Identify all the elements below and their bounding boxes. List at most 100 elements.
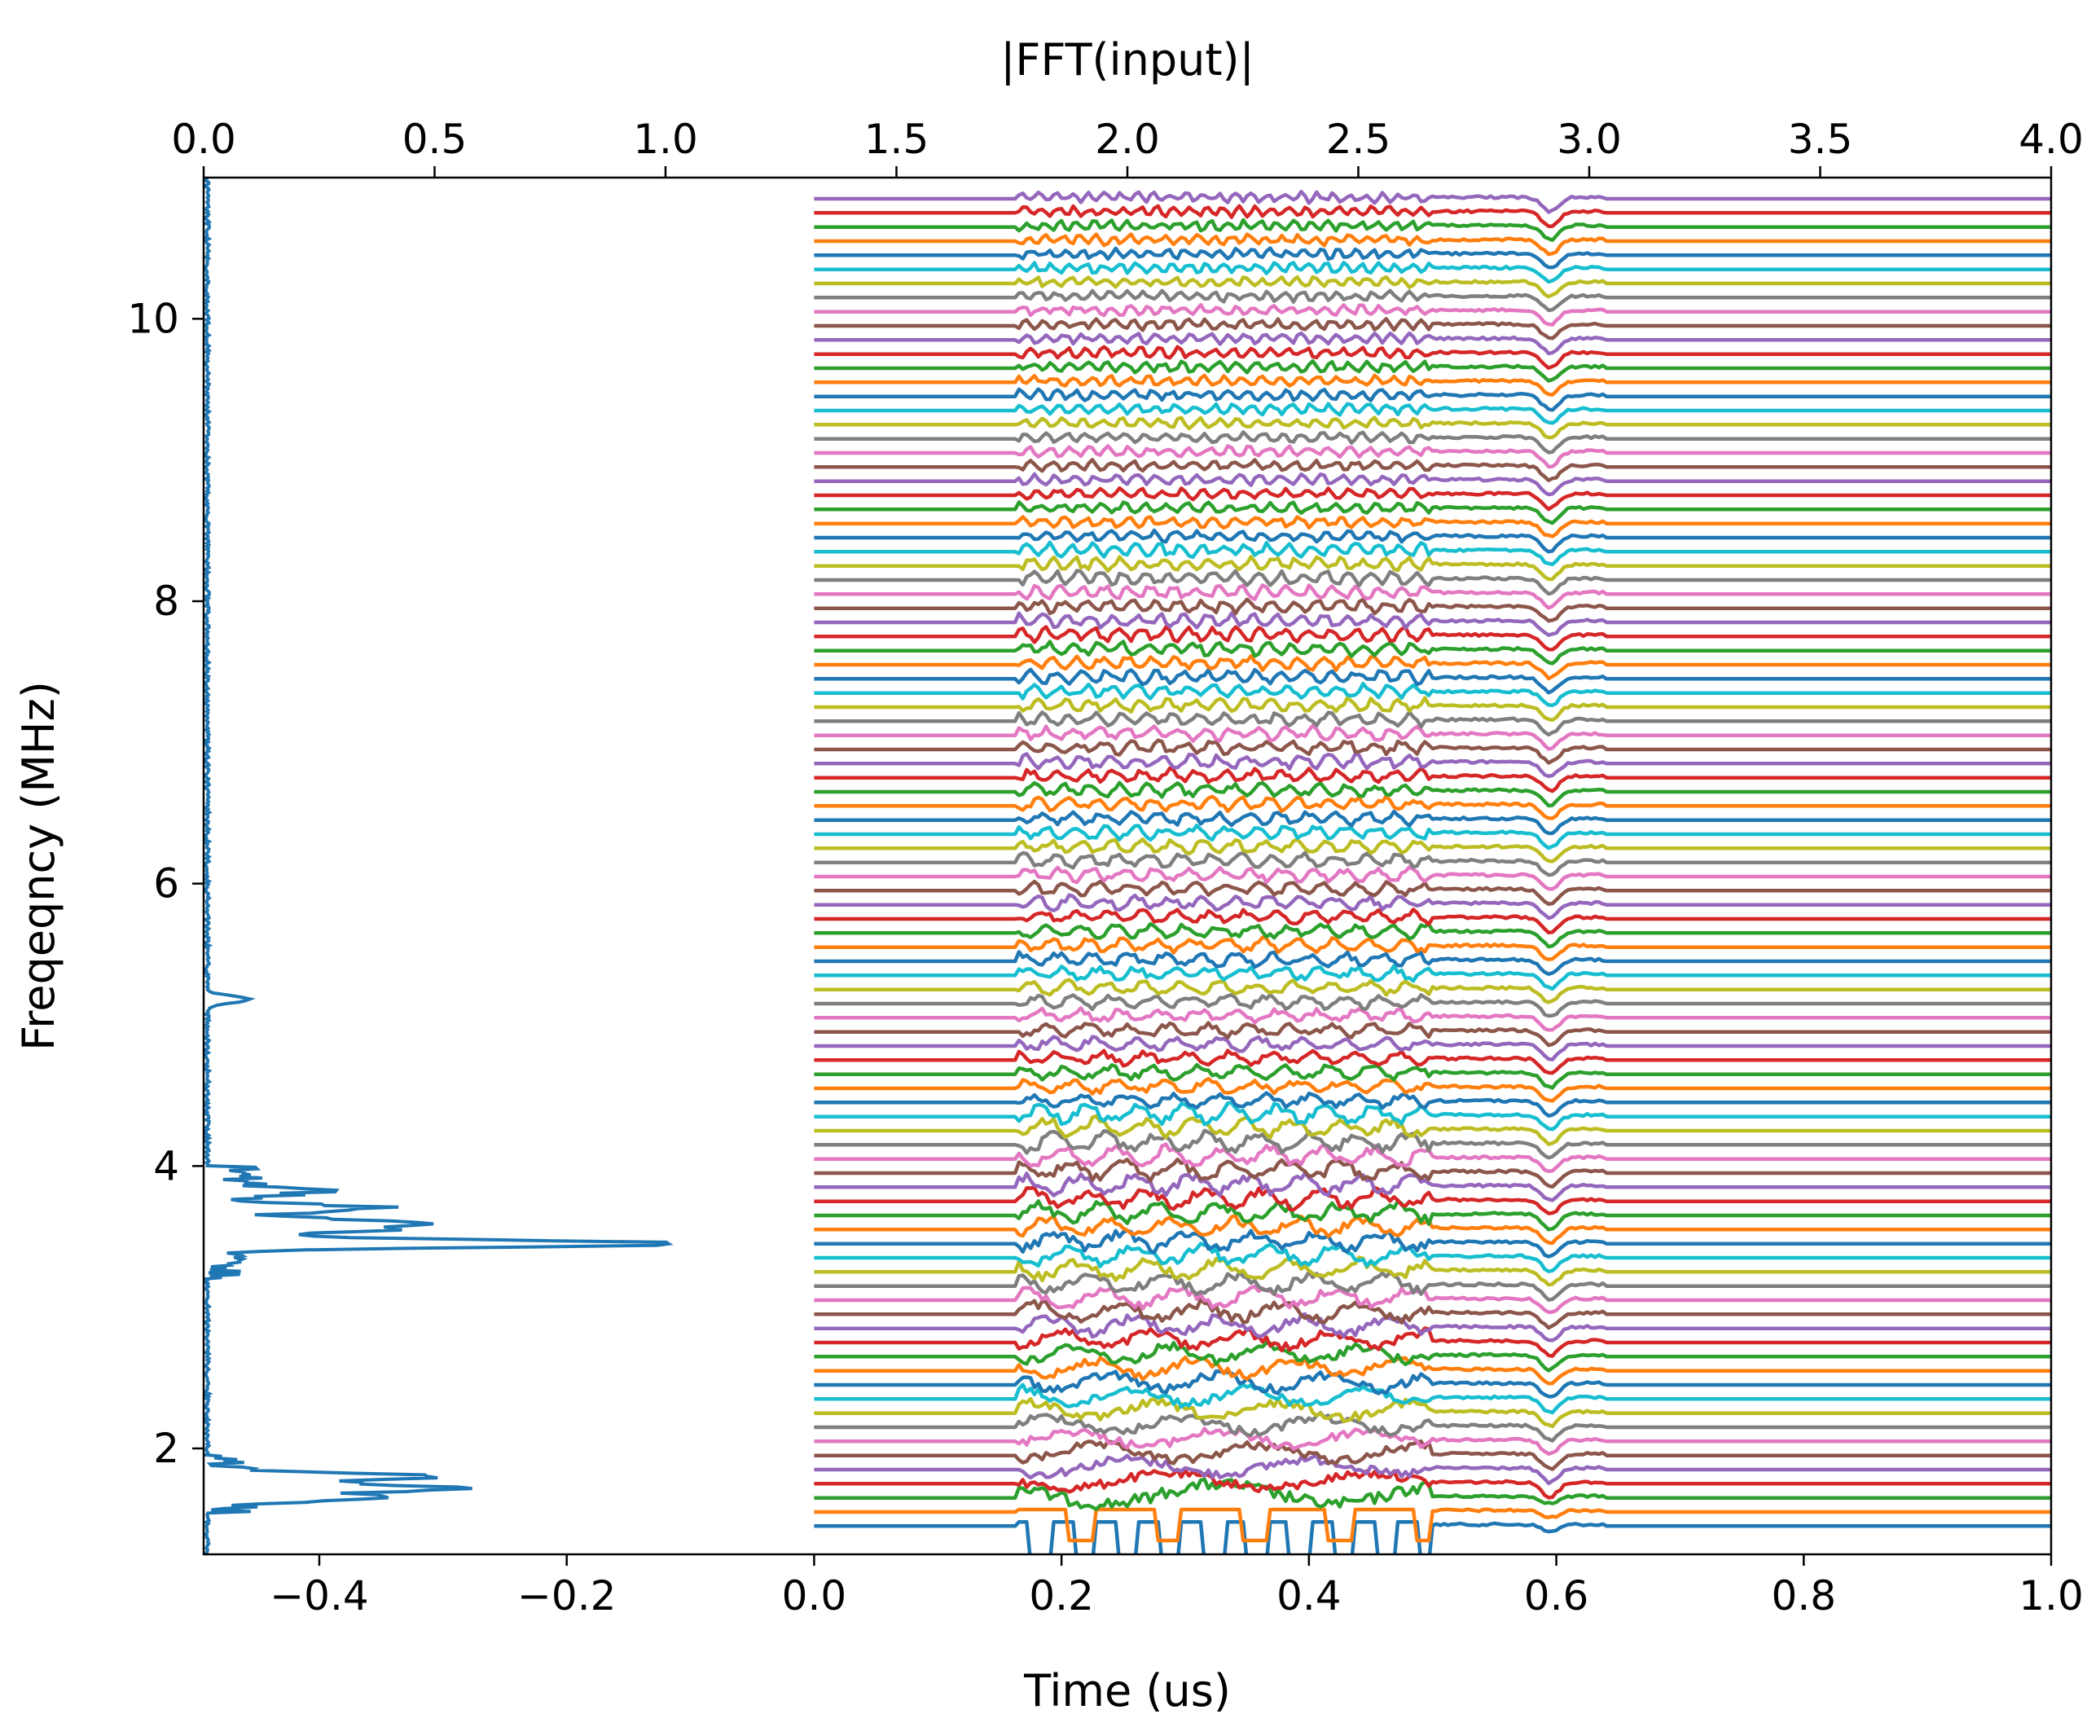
trace-line bbox=[814, 1382, 2051, 1415]
left-tick-label: 10 bbox=[127, 295, 179, 342]
bottom-tick-label: 0.8 bbox=[1772, 1572, 1837, 1620]
trace-line bbox=[814, 1439, 2051, 1471]
trace-line bbox=[814, 458, 2051, 482]
trace-line bbox=[814, 611, 2051, 637]
bottom-tick-label: 0.0 bbox=[782, 1572, 847, 1620]
trace-line bbox=[814, 1255, 2051, 1287]
trace-line bbox=[814, 358, 2051, 383]
trace-line bbox=[814, 738, 2051, 765]
trace-line bbox=[814, 723, 2051, 751]
trace-line bbox=[814, 1142, 2051, 1174]
trace-line bbox=[814, 921, 2051, 949]
trace-line bbox=[814, 1021, 2051, 1048]
left-tick-label: 2 bbox=[153, 1425, 179, 1472]
left-axis-ticks: 2 4 6 8 10 bbox=[127, 295, 204, 1472]
trace-line bbox=[814, 1507, 2051, 1543]
trace-line bbox=[814, 780, 2051, 808]
trace-line bbox=[814, 1355, 2051, 1386]
trace-line bbox=[814, 569, 2051, 596]
trace-line bbox=[814, 1426, 2051, 1456]
trace-line bbox=[814, 1242, 2051, 1273]
trace-line bbox=[814, 964, 2051, 991]
top-tick-label: 4.0 bbox=[2019, 116, 2084, 163]
trace-line bbox=[814, 402, 2051, 425]
trace-line bbox=[814, 1453, 2051, 1486]
bottom-tick-label: −0.4 bbox=[270, 1572, 368, 1620]
trace-line bbox=[814, 653, 2051, 681]
trace-line bbox=[814, 302, 2051, 327]
trace-line bbox=[814, 472, 2051, 497]
trace-line bbox=[814, 528, 2051, 554]
trace-line bbox=[814, 850, 2051, 877]
trace-line bbox=[814, 540, 2051, 567]
top-tick-label: 0.0 bbox=[171, 116, 236, 163]
trace-line bbox=[814, 246, 2051, 270]
trace-line bbox=[814, 288, 2051, 313]
trace-line bbox=[814, 1341, 2051, 1373]
trace-line bbox=[814, 261, 2051, 284]
y-axis-label: Freqeqncy (MHz) bbox=[13, 681, 64, 1051]
trace-line bbox=[814, 950, 2051, 976]
left-tick-label: 8 bbox=[153, 578, 179, 625]
trace-line bbox=[814, 430, 2051, 455]
trace-line bbox=[814, 752, 2051, 779]
x-axis-label: Time (us) bbox=[1023, 1665, 1231, 1716]
trace-line bbox=[814, 500, 2051, 525]
trace-line bbox=[814, 1006, 2051, 1032]
spectrum-line bbox=[204, 178, 674, 1554]
trace-line bbox=[814, 935, 2051, 961]
top-tick-label: 3.0 bbox=[1557, 116, 1622, 163]
trace-line bbox=[814, 908, 2051, 935]
trace-line bbox=[814, 695, 2051, 723]
trace-line bbox=[814, 1076, 2051, 1103]
top-tick-label: 3.5 bbox=[1788, 116, 1853, 163]
trace-line bbox=[814, 766, 2051, 793]
trace-line bbox=[814, 823, 2051, 850]
trace-line bbox=[814, 317, 2051, 341]
trace-line bbox=[814, 1171, 2051, 1202]
trace-line bbox=[814, 1228, 2051, 1259]
trace-line bbox=[814, 681, 2051, 708]
trace-line bbox=[814, 1213, 2051, 1246]
trace-line bbox=[814, 837, 2051, 864]
trace-line bbox=[814, 1298, 2051, 1330]
trace-line bbox=[814, 1467, 2051, 1500]
trace-line bbox=[814, 345, 2051, 370]
trace-line bbox=[814, 486, 2051, 512]
bottom-tick-label: −0.2 bbox=[517, 1572, 616, 1620]
time-traces bbox=[814, 189, 2051, 1554]
trace-line bbox=[814, 1048, 2051, 1075]
trace-line bbox=[814, 864, 2051, 891]
top-tick-label: 1.5 bbox=[864, 116, 929, 163]
trace-line bbox=[814, 415, 2051, 440]
left-tick-label: 6 bbox=[153, 860, 179, 908]
trace-line bbox=[814, 992, 2051, 1018]
trace-line bbox=[814, 1035, 2051, 1061]
trace-line bbox=[814, 444, 2051, 469]
bottom-tick-label: 0.2 bbox=[1029, 1572, 1094, 1620]
bottom-tick-label: 1.0 bbox=[2019, 1572, 2084, 1620]
trace-line bbox=[814, 1199, 2051, 1232]
trace-line bbox=[814, 667, 2051, 695]
trace-line bbox=[814, 1284, 2051, 1315]
trace-line bbox=[814, 1411, 2051, 1443]
trace-line bbox=[814, 1396, 2051, 1429]
bottom-tick-label: 0.4 bbox=[1276, 1572, 1342, 1620]
trace-line bbox=[814, 1270, 2051, 1302]
trace-line bbox=[814, 387, 2051, 412]
trace-line bbox=[814, 204, 2051, 228]
bottom-tick-label: 0.6 bbox=[1524, 1572, 1589, 1620]
trace-line bbox=[814, 515, 2051, 538]
trace-line bbox=[814, 794, 2051, 820]
trace-line bbox=[814, 893, 2051, 921]
trace-line bbox=[814, 583, 2051, 610]
trace-line bbox=[814, 1369, 2051, 1399]
top-axis-ticks: 0.0 0.5 1.0 1.5 2.0 2.5 3.0 3.5 4.0 bbox=[171, 116, 2084, 178]
left-tick-label: 4 bbox=[153, 1142, 179, 1189]
top-tick-label: 1.0 bbox=[633, 116, 698, 163]
trace-line bbox=[814, 1312, 2051, 1343]
trace-line bbox=[814, 1091, 2051, 1118]
trace-line bbox=[814, 232, 2051, 257]
trace-line bbox=[814, 189, 2051, 214]
